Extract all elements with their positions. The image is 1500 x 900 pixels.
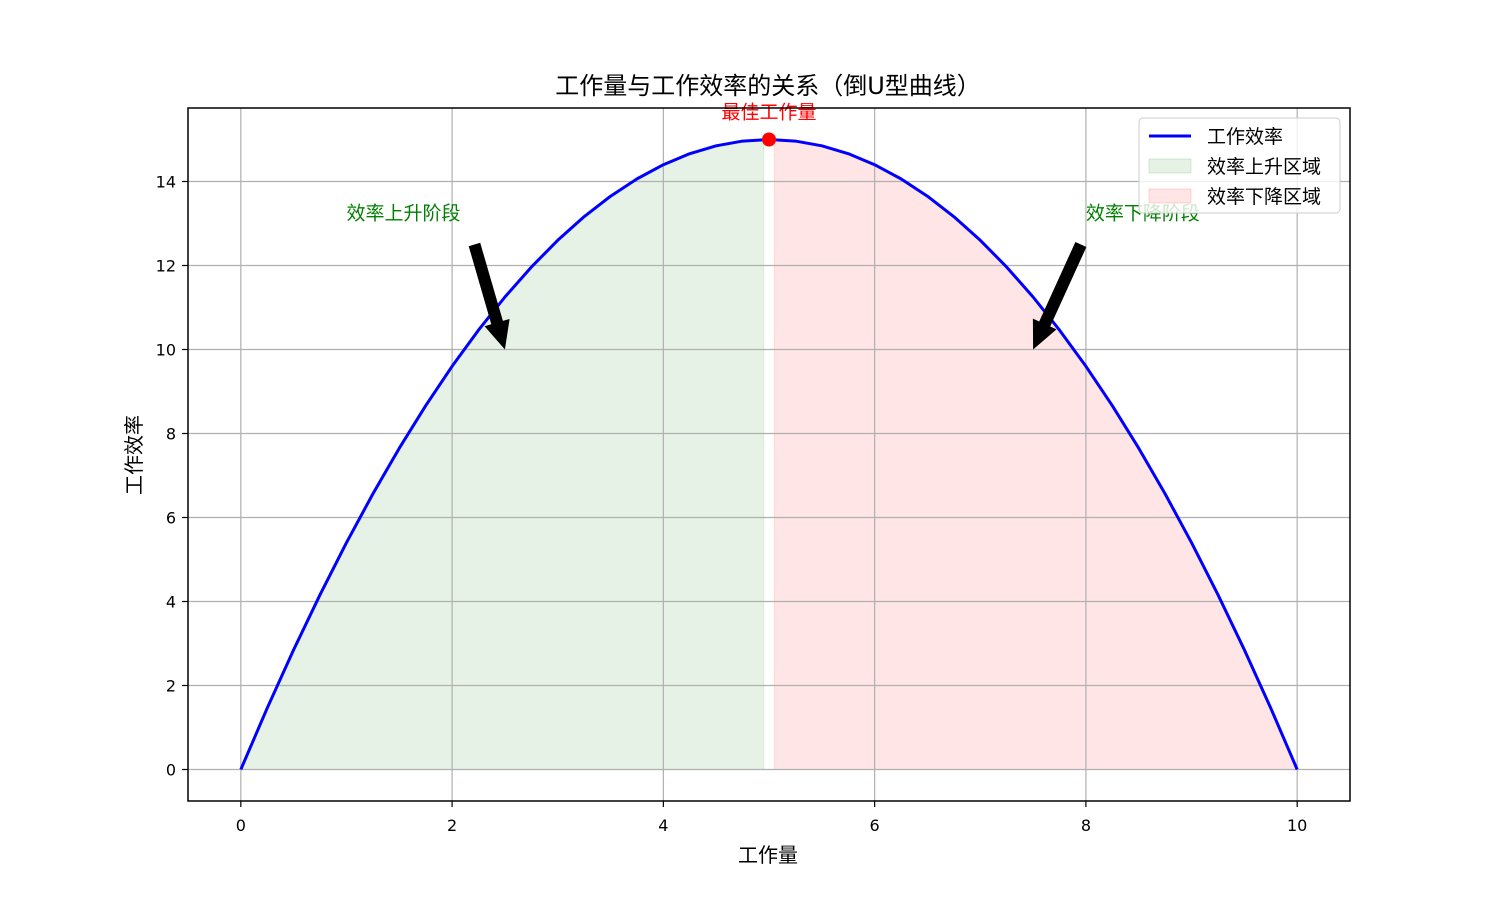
region-fill-rising — [240, 139, 765, 770]
legend-box — [1138, 117, 1341, 214]
y-tick-label: 14 — [156, 173, 176, 192]
legend-label: 效率上升区域 — [1207, 156, 1321, 178]
x-tick-label: 8 — [1081, 816, 1091, 835]
peak-point — [762, 132, 776, 147]
x-tick-label: 4 — [658, 816, 668, 835]
annotation-arrow — [1032, 242, 1087, 350]
peak-label: 最佳工作量 — [721, 102, 816, 124]
y-axis-label: 工作效率 — [122, 415, 146, 495]
x-tick-label: 10 — [1287, 816, 1307, 835]
legend-patch-swatch — [1148, 158, 1192, 174]
y-tick-label: 8 — [166, 425, 176, 444]
y-tick-label: 12 — [156, 257, 176, 276]
y-tick-label: 10 — [156, 341, 176, 360]
y-tick-label: 6 — [166, 509, 176, 528]
region-fill-falling — [773, 139, 1298, 770]
annotation-label: 效率上升阶段 — [346, 203, 460, 225]
legend-patch-swatch — [1148, 188, 1192, 204]
plot-frame — [187, 107, 1351, 802]
legend-label: 效率下降区域 — [1207, 186, 1321, 208]
x-tick-label: 6 — [870, 816, 880, 835]
x-tick-label: 0 — [236, 816, 246, 835]
legend-label: 工作效率 — [1207, 126, 1283, 148]
y-tick-label: 0 — [166, 761, 176, 780]
annotation-arrow — [468, 242, 510, 350]
y-tick-label: 4 — [166, 593, 176, 612]
chart-title: 工作量与工作效率的关系（倒U型曲线） — [555, 72, 981, 100]
y-tick-label: 2 — [166, 677, 176, 696]
x-tick-label: 2 — [447, 816, 457, 835]
x-axis-label: 工作量 — [738, 843, 798, 867]
